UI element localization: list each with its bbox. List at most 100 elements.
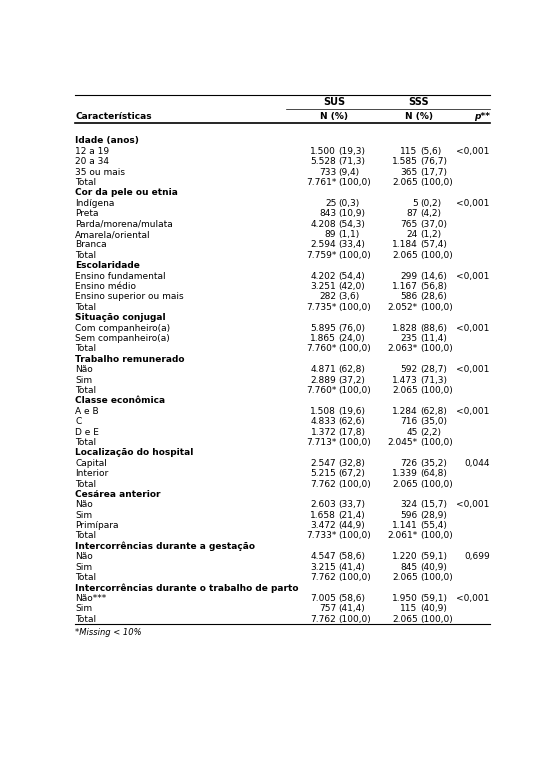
Text: 3.251: 3.251 bbox=[311, 282, 336, 291]
Text: 592: 592 bbox=[401, 365, 418, 375]
Text: (62,6): (62,6) bbox=[338, 417, 365, 426]
Text: (35,0): (35,0) bbox=[420, 417, 447, 426]
Text: Sim: Sim bbox=[75, 604, 92, 613]
Text: 1.585: 1.585 bbox=[392, 158, 418, 166]
Text: (28,6): (28,6) bbox=[420, 292, 447, 301]
Text: 12 a 19: 12 a 19 bbox=[75, 147, 109, 156]
Text: 4.202: 4.202 bbox=[311, 271, 336, 281]
Text: 2.603: 2.603 bbox=[311, 501, 336, 509]
Text: 24: 24 bbox=[407, 230, 418, 239]
Text: 2.065: 2.065 bbox=[392, 386, 418, 395]
Text: (32,8): (32,8) bbox=[338, 459, 365, 468]
Text: 843: 843 bbox=[319, 209, 336, 218]
Text: (59,1): (59,1) bbox=[420, 552, 447, 561]
Text: Não: Não bbox=[75, 552, 93, 561]
Text: Capital: Capital bbox=[75, 459, 107, 468]
Text: (42,0): (42,0) bbox=[338, 282, 365, 291]
Text: Escolaridade: Escolaridade bbox=[75, 261, 140, 270]
Text: C: C bbox=[75, 417, 82, 426]
Text: 5.528: 5.528 bbox=[311, 158, 336, 166]
Text: Intercorrências durante o trabalho de parto: Intercorrências durante o trabalho de pa… bbox=[75, 583, 299, 593]
Text: Características: Características bbox=[75, 112, 152, 121]
Text: 2.065: 2.065 bbox=[392, 251, 418, 260]
Text: D e E: D e E bbox=[75, 428, 99, 437]
Text: <0,001: <0,001 bbox=[456, 501, 490, 509]
Text: 5: 5 bbox=[412, 199, 418, 208]
Text: Não: Não bbox=[75, 501, 93, 509]
Text: (58,6): (58,6) bbox=[338, 552, 365, 561]
Text: Sim: Sim bbox=[75, 511, 92, 520]
Text: (41,4): (41,4) bbox=[338, 563, 365, 571]
Text: SUS: SUS bbox=[323, 98, 345, 108]
Text: 5.215: 5.215 bbox=[311, 469, 336, 478]
Text: 324: 324 bbox=[401, 501, 418, 509]
Text: 1.339: 1.339 bbox=[392, 469, 418, 478]
Text: (100,0): (100,0) bbox=[338, 251, 371, 260]
Text: 1.167: 1.167 bbox=[392, 282, 418, 291]
Text: (71,3): (71,3) bbox=[420, 375, 447, 384]
Text: (100,0): (100,0) bbox=[338, 438, 371, 447]
Text: (24,0): (24,0) bbox=[338, 334, 365, 343]
Text: (19,6): (19,6) bbox=[338, 407, 365, 416]
Text: (40,9): (40,9) bbox=[420, 563, 447, 571]
Text: 1.828: 1.828 bbox=[392, 324, 418, 332]
Text: Total: Total bbox=[75, 386, 96, 395]
Text: (54,3): (54,3) bbox=[338, 220, 365, 228]
Text: (14,6): (14,6) bbox=[420, 271, 447, 281]
Text: Total: Total bbox=[75, 345, 96, 354]
Text: <0,001: <0,001 bbox=[456, 365, 490, 375]
Text: (55,4): (55,4) bbox=[420, 521, 447, 530]
Text: <0,001: <0,001 bbox=[456, 147, 490, 156]
Text: Primípara: Primípara bbox=[75, 521, 118, 530]
Text: N (%): N (%) bbox=[405, 112, 433, 121]
Text: (4,2): (4,2) bbox=[420, 209, 441, 218]
Text: 2.052*: 2.052* bbox=[387, 303, 418, 311]
Text: (76,7): (76,7) bbox=[420, 158, 447, 166]
Text: (44,9): (44,9) bbox=[338, 521, 365, 530]
Text: Situação conjugal: Situação conjugal bbox=[75, 313, 166, 322]
Text: *Missing < 10%: *Missing < 10% bbox=[75, 628, 142, 637]
Text: Total: Total bbox=[75, 531, 96, 541]
Text: 1.284: 1.284 bbox=[392, 407, 418, 416]
Text: (62,8): (62,8) bbox=[420, 407, 447, 416]
Text: Parda/morena/mulata: Parda/morena/mulata bbox=[75, 220, 173, 228]
Text: 586: 586 bbox=[401, 292, 418, 301]
Text: 7.005: 7.005 bbox=[310, 594, 336, 603]
Text: (100,0): (100,0) bbox=[420, 480, 453, 488]
Text: (11,4): (11,4) bbox=[420, 334, 447, 343]
Text: Indígena: Indígena bbox=[75, 199, 115, 208]
Text: Total: Total bbox=[75, 614, 96, 624]
Text: (37,0): (37,0) bbox=[420, 220, 447, 228]
Text: (62,8): (62,8) bbox=[338, 365, 365, 375]
Text: 4.833: 4.833 bbox=[311, 417, 336, 426]
Text: 235: 235 bbox=[401, 334, 418, 343]
Text: 87: 87 bbox=[406, 209, 418, 218]
Text: (33,7): (33,7) bbox=[338, 501, 365, 509]
Text: 3.472: 3.472 bbox=[311, 521, 336, 530]
Text: (100,0): (100,0) bbox=[420, 438, 453, 447]
Text: (28,9): (28,9) bbox=[420, 511, 447, 520]
Text: Trabalho remunerado: Trabalho remunerado bbox=[75, 355, 185, 364]
Text: (28,7): (28,7) bbox=[420, 365, 447, 375]
Text: 7.733*: 7.733* bbox=[306, 531, 336, 541]
Text: 1.372: 1.372 bbox=[311, 428, 336, 437]
Text: Ensino médio: Ensino médio bbox=[75, 282, 136, 291]
Text: <0,001: <0,001 bbox=[456, 199, 490, 208]
Text: 4.208: 4.208 bbox=[311, 220, 336, 228]
Text: p**: p** bbox=[474, 112, 490, 121]
Text: (100,0): (100,0) bbox=[338, 480, 371, 488]
Text: (58,6): (58,6) bbox=[338, 594, 365, 603]
Text: (35,2): (35,2) bbox=[420, 459, 447, 468]
Text: 2.065: 2.065 bbox=[392, 480, 418, 488]
Text: Sim: Sim bbox=[75, 563, 92, 571]
Text: (9,4): (9,4) bbox=[338, 168, 360, 177]
Text: (3,6): (3,6) bbox=[338, 292, 360, 301]
Text: (19,3): (19,3) bbox=[338, 147, 365, 156]
Text: Intercorrências durante a gestação: Intercorrências durante a gestação bbox=[75, 541, 255, 551]
Text: Total: Total bbox=[75, 178, 96, 187]
Text: 299: 299 bbox=[401, 271, 418, 281]
Text: (100,0): (100,0) bbox=[420, 531, 453, 541]
Text: 0,044: 0,044 bbox=[464, 459, 490, 468]
Text: 765: 765 bbox=[401, 220, 418, 228]
Text: Branca: Branca bbox=[75, 241, 107, 249]
